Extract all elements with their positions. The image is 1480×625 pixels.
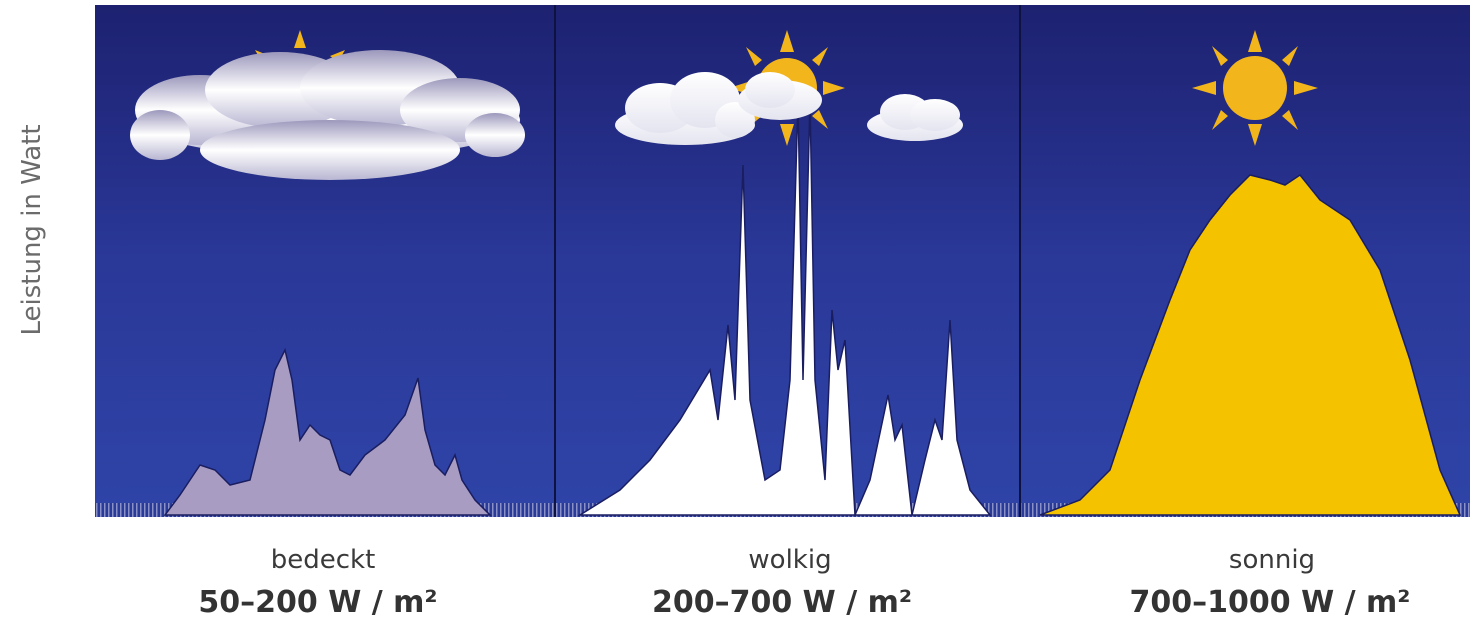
y-axis-label: Leistung in Watt <box>17 124 47 335</box>
panel-label: bedeckt <box>271 545 376 575</box>
panel-range: 200–700 W / m² <box>652 585 912 620</box>
diagram: Leistung in Watt bedeckt 50–200 W / m² w… <box>0 0 1480 625</box>
panel-range: 50–200 W / m² <box>198 585 437 620</box>
panel-range: 700–1000 W / m² <box>1130 585 1411 620</box>
panel-label: sonnig <box>1229 545 1315 575</box>
panel-label: wolkig <box>748 545 831 575</box>
